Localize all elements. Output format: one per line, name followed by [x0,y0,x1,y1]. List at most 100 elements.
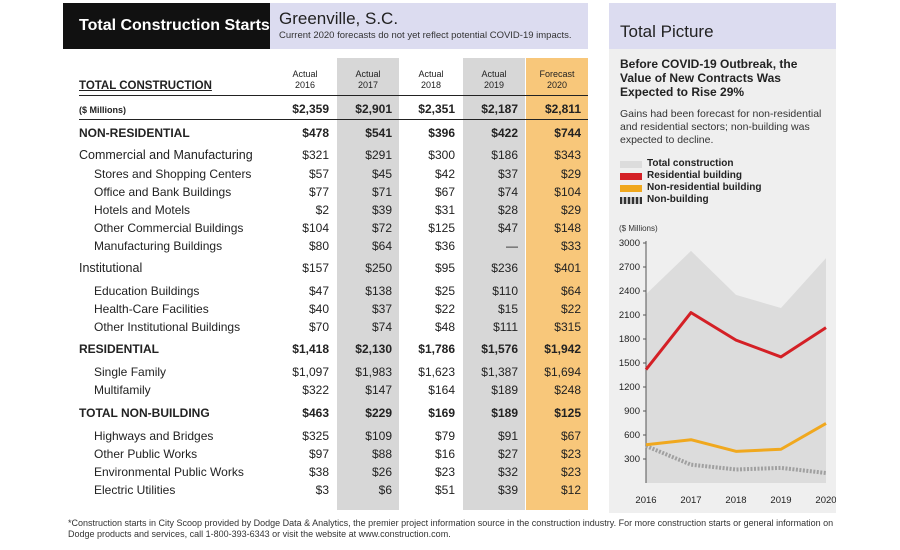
cell-value: $1,694 [544,365,581,379]
cell-value: $48 [434,320,455,334]
cell-value: $37 [497,167,518,181]
cell-value: $74 [371,320,392,334]
cell-value: $26 [371,465,392,479]
cell-value: $1,418 [292,342,329,356]
column-header-2016: Actual 2016 [274,69,336,91]
chart-legend: Total construction Residential building No… [620,158,761,206]
cell-value: $291 [365,148,392,162]
city-banner: Greenville, S.C. Current 2020 forecasts … [270,3,588,49]
table-row: Electric Utilities $3 $6 $51 $39 $12 [79,483,588,499]
column-header-type: Actual [418,69,444,79]
table-row: Hotels and Motels $2 $39 $31 $28 $29 [79,203,588,219]
cell-value: $189 [491,383,518,397]
cell-value: $125 [554,406,581,420]
legend-label: Total construction [647,158,734,169]
cell-value: $250 [365,261,392,275]
row-label: NON-RESIDENTIAL [79,126,190,140]
cell-value: $25 [434,284,455,298]
cell-value: $12 [560,483,581,497]
cell-value: $77 [308,185,329,199]
legend-swatch [620,185,642,192]
cell-value: $248 [554,383,581,397]
table-row: Stores and Shopping Centers $57 $45 $42 $37 $… [79,167,588,183]
legend-swatch [620,173,642,180]
table-row: Other Institutional Buildings $70 $74 $48 $1… [79,320,588,336]
cell-value: $31 [434,203,455,217]
cell-value: $47 [497,221,518,235]
cell-value: $40 [308,302,329,316]
cell-value: $164 [428,383,455,397]
y-tick-label: 1200 [619,382,640,393]
cell-value: $95 [434,261,455,275]
cell-value: $28 [497,203,518,217]
column-header-year: 2018 [420,80,442,90]
row-label: Hotels and Motels [94,203,191,217]
row-label: Other Public Works [94,447,198,461]
table-title: Total Construction Starts [63,3,270,49]
legend-item: Residential building [620,170,761,182]
column-header-year: 2019 [483,80,505,90]
cell-value: $1,623 [418,365,455,379]
cell-value: $2,901 [355,102,392,116]
cell-value: $23 [560,447,581,461]
cell-value: $1,942 [544,342,581,356]
y-tick-label: 600 [624,430,640,441]
cell-value: $3 [315,483,329,497]
legend-label: Non-building [647,194,709,205]
column-header-year: 2016 [294,80,316,90]
cell-value: $71 [371,185,392,199]
row-label: RESIDENTIAL [79,342,160,356]
table-row: Institutional $157 $250 $95 $236 $401 [79,261,588,277]
cell-value: $15 [497,302,518,316]
panel-title: Total Picture [609,3,836,49]
cell-value: $110 [492,284,518,298]
non-residential-line [645,422,827,453]
column-header-2020: Forecast 2020 [526,69,588,91]
cell-value: $401 [554,261,581,275]
table-row: Health-Care Facilities $40 $37 $22 $15 $22 [79,302,588,318]
cell-value: $148 [554,221,581,235]
table-row: Single Family $1,097 $1,983 $1,623 $1,387 $1,… [79,365,588,381]
cell-value: $2,811 [544,102,581,116]
cell-value: $39 [371,203,392,217]
legend-label: Non-residential building [647,182,762,193]
cell-value: $39 [497,483,518,497]
y-tick-label: 2700 [619,262,640,273]
cell-value: $1,097 [292,365,329,379]
city-name: Greenville, S.C. [279,9,399,28]
cell-value: $1,387 [481,365,518,379]
table-title-row: TOTAL CONSTRUCTION [79,80,588,96]
row-label: Manufacturing Buildings [94,239,223,253]
cell-value: $29 [560,203,581,217]
cell-value: $47 [308,284,329,298]
column-shade-2020 [526,58,588,510]
table-row: Office and Bank Buildings $77 $71 $67 $74 $10… [79,185,588,201]
panel-subtext: Gains had been forecast for non-resident… [620,108,822,146]
cell-value: $104 [302,221,329,235]
cell-value: $70 [308,320,329,334]
cell-value: $79 [434,429,455,443]
column-header-type: Actual [292,69,318,79]
cell-value: $97 [308,447,329,461]
cell-value: $300 [428,148,455,162]
cell-value: — [506,239,518,253]
cell-value: $32 [497,465,518,479]
divider [79,95,588,96]
cell-value: $22 [560,302,581,316]
column-header-2017: Actual 2017 [337,69,399,91]
cell-value: $104 [554,185,581,199]
cell-value: $1,983 [355,365,392,379]
x-tick-label: 2016 [635,495,656,506]
cell-value: $109 [365,429,392,443]
y-tick-label: 2100 [619,310,640,321]
cell-value: $229 [365,406,392,420]
cell-value: $23 [434,465,455,479]
cell-value: $57 [308,167,329,181]
row-label: TOTAL NON-BUILDING [79,406,210,420]
cell-value: $64 [560,284,581,298]
y-tick-label: 1800 [619,334,640,345]
cell-value: $541 [365,126,392,140]
chart-units: ($ Millions) [619,224,658,233]
cell-value: $16 [434,447,455,461]
cell-value: $1,576 [481,342,518,356]
